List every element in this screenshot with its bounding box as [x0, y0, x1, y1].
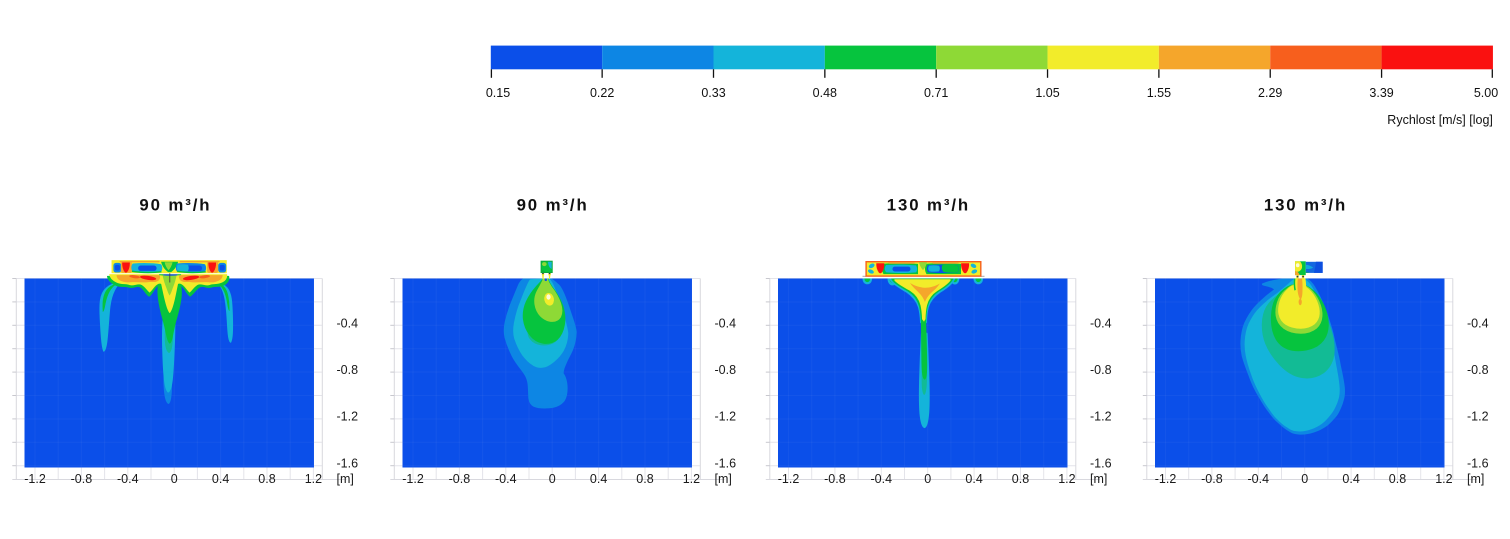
svg-text:0.33: 0.33	[701, 86, 725, 100]
svg-text:0.22: 0.22	[590, 86, 614, 100]
svg-text:Rychlost [m/s] [log]: Rychlost [m/s] [log]	[1387, 113, 1493, 127]
svg-text:3.39: 3.39	[1369, 86, 1393, 100]
svg-text:5.00: 5.00	[1474, 86, 1498, 100]
svg-text:0.71: 0.71	[924, 86, 948, 100]
svg-text:2.29: 2.29	[1258, 86, 1282, 100]
svg-text:0.15: 0.15	[486, 86, 510, 100]
svg-text:1.05: 1.05	[1035, 86, 1059, 100]
svg-text:130 m³/h: 130 m³/h	[887, 196, 970, 215]
svg-text:1.55: 1.55	[1147, 86, 1171, 100]
svg-text:130 m³/h: 130 m³/h	[1264, 196, 1347, 215]
svg-text:90 m³/h: 90 m³/h	[139, 196, 211, 215]
svg-text:90 m³/h: 90 m³/h	[517, 196, 589, 215]
svg-text:0.48: 0.48	[813, 86, 837, 100]
